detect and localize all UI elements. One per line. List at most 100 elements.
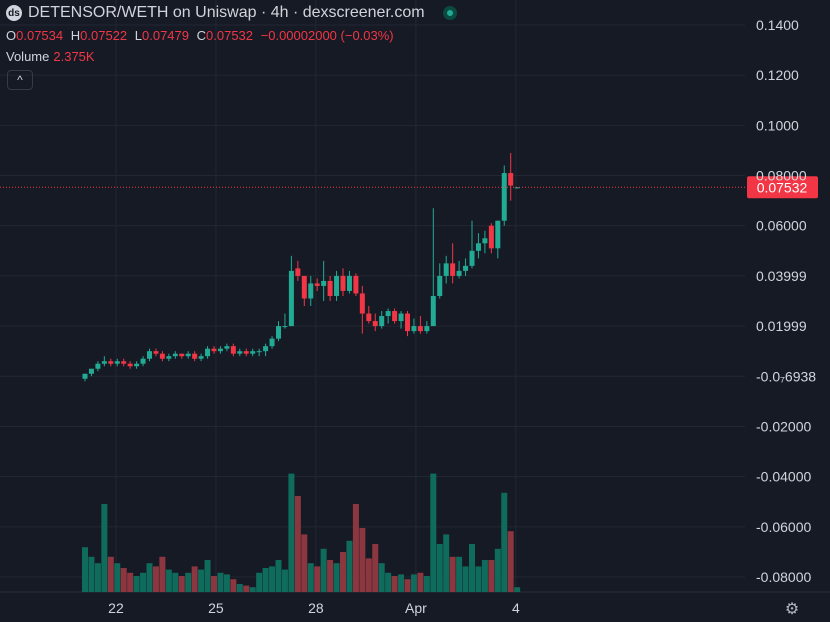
candle [185, 351, 191, 359]
volume-bar [82, 547, 88, 592]
candle [127, 361, 133, 369]
volume-bar [378, 563, 385, 592]
chart-legend: ds DETENSOR/WETH on Uniswap · 4h · dexsc… [6, 4, 457, 22]
candle [379, 311, 385, 329]
candle [308, 275, 314, 307]
candle-body [127, 363, 133, 367]
candle [172, 351, 178, 359]
candle [237, 348, 243, 357]
candle [114, 358, 120, 367]
price-tick-label: -0.02000 [756, 418, 811, 434]
candle [392, 308, 398, 324]
candle-body [276, 326, 281, 339]
candle-body [211, 348, 217, 352]
candle-body [443, 263, 449, 276]
candle-body [88, 368, 94, 374]
price-tick-label: 0.08000 [756, 168, 807, 184]
volume-bar [198, 569, 205, 592]
volume-bar [159, 556, 166, 592]
candle [243, 348, 249, 357]
candle-body [463, 265, 469, 271]
time-tick-label: Apr [405, 600, 427, 616]
candle [482, 230, 488, 254]
volume-bar [352, 504, 359, 592]
volume-bar [501, 492, 508, 592]
collapse-legend-button[interactable]: ^ [7, 70, 33, 90]
candle [463, 258, 469, 276]
volume-value: 2.375K [53, 49, 95, 64]
candle-body [250, 351, 256, 354]
candle-body [308, 283, 314, 299]
time-axis[interactable]: 22 25 28 Apr 4 [108, 600, 520, 616]
candle-body [295, 268, 301, 276]
candle-body [172, 353, 178, 357]
chart-settings-button[interactable]: ⚙ [783, 600, 801, 618]
candle-body [237, 351, 243, 354]
candle-body [469, 250, 475, 266]
price-tick-label: 0.01999 [756, 318, 807, 334]
candle-body [392, 311, 398, 322]
high-value: 0.07522 [80, 28, 128, 43]
candle [430, 208, 436, 327]
chevron-up-icon: ^ [17, 73, 23, 87]
volume-bar [456, 556, 463, 592]
volume-bar [333, 563, 340, 592]
candle [501, 165, 507, 226]
candle-body [430, 295, 436, 327]
candle [179, 353, 185, 359]
volume-bar [469, 544, 475, 592]
candle [475, 233, 481, 259]
volume-bar [423, 576, 430, 592]
low-value: 0.07479 [142, 28, 189, 43]
candle-body [346, 275, 352, 291]
volume-bar [507, 531, 514, 592]
volume-bar [514, 587, 521, 592]
candle-body [475, 243, 481, 251]
volume-bar [262, 568, 269, 592]
candle-body [159, 353, 165, 359]
volume-bar [301, 534, 308, 592]
volume-bar [430, 473, 437, 592]
candle-body [417, 326, 423, 332]
candle-body [437, 275, 443, 296]
candle-body [198, 356, 204, 359]
candle-body [82, 373, 88, 379]
gear-icon: ⚙ [784, 601, 800, 618]
candle [398, 311, 404, 329]
open-label: O [6, 28, 17, 43]
dexscreener-logo-icon: ds [6, 5, 22, 21]
volume-bar [320, 548, 327, 592]
candle [192, 351, 198, 362]
volume-bar [449, 556, 456, 592]
candle-body [501, 173, 507, 221]
candle-body [411, 326, 417, 332]
candle-body [424, 326, 430, 332]
price-axis[interactable]: 0.1400 0.1200 0.1000 0.08000 0.06000 0.03999 0… [756, 17, 816, 585]
volume-bar [249, 587, 256, 592]
candle [346, 270, 352, 294]
candle-body [372, 321, 378, 327]
volume-bar [436, 544, 443, 592]
candle-body [114, 361, 120, 364]
candle-body [456, 270, 462, 276]
volume-bar [275, 560, 282, 592]
candle [211, 346, 217, 354]
volume-bar [101, 504, 108, 592]
candle-body [508, 173, 514, 186]
candle [327, 275, 333, 301]
volume-bar [94, 563, 101, 592]
price-tick-label: -0.04000 [756, 469, 811, 485]
candle [282, 313, 288, 329]
volume-bar [88, 556, 95, 592]
candle [314, 278, 320, 291]
candle [263, 343, 269, 357]
candle-body [482, 238, 488, 244]
candle-body [340, 275, 346, 291]
candle-body [101, 361, 107, 364]
candle-body [153, 351, 159, 354]
candle-body [450, 263, 456, 276]
live-dot-icon [442, 6, 457, 20]
candle [82, 373, 88, 382]
candle [385, 308, 391, 324]
